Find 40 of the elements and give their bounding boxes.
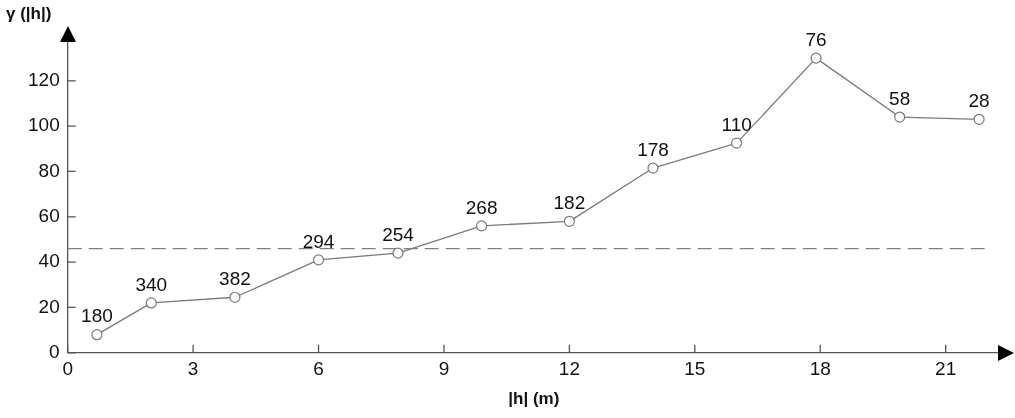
- annotation: 76: [805, 28, 827, 50]
- x-tick-label: 3: [187, 358, 199, 380]
- point: [145, 297, 157, 309]
- annotation: 28: [968, 90, 990, 112]
- point: [91, 329, 103, 341]
- point: [563, 215, 575, 227]
- annotation: 110: [721, 113, 752, 135]
- annotation: 182: [553, 192, 586, 214]
- x-tick-label: 6: [313, 358, 324, 380]
- y-tick-label: 0: [49, 341, 60, 363]
- y-tick-label: 120: [28, 69, 60, 91]
- x-tick-label: 9: [438, 358, 450, 380]
- x-tick-label: 18: [809, 358, 831, 380]
- point: [973, 113, 985, 125]
- annotation: 180: [81, 305, 113, 327]
- y-axis-title: γ (|h|): [6, 4, 52, 24]
- y-tick-label: 100: [28, 114, 60, 136]
- x-tick-label: 12: [558, 358, 580, 380]
- point: [810, 52, 822, 64]
- point: [647, 162, 659, 174]
- point: [894, 111, 906, 123]
- annotation: 294: [302, 230, 335, 252]
- y-tick-label: 20: [38, 295, 60, 317]
- annotation: 340: [135, 273, 168, 295]
- annotation: 178: [637, 138, 669, 160]
- point: [731, 137, 743, 149]
- annotation: 254: [382, 223, 415, 245]
- point: [475, 220, 488, 232]
- point: [312, 254, 325, 266]
- y-tick-label: 40: [38, 250, 60, 272]
- x-axis-title: |h| (m): [508, 389, 560, 409]
- annotation: 58: [889, 87, 911, 109]
- x-tick-label: 15: [684, 358, 706, 380]
- y-tick-label: 80: [38, 159, 60, 181]
- annotation: 382: [219, 268, 251, 289]
- annotation: 268: [465, 196, 498, 218]
- y-tick-label: 60: [38, 205, 60, 227]
- x-tick-label: 21: [935, 358, 957, 380]
- point: [229, 291, 241, 303]
- point: [392, 247, 404, 259]
